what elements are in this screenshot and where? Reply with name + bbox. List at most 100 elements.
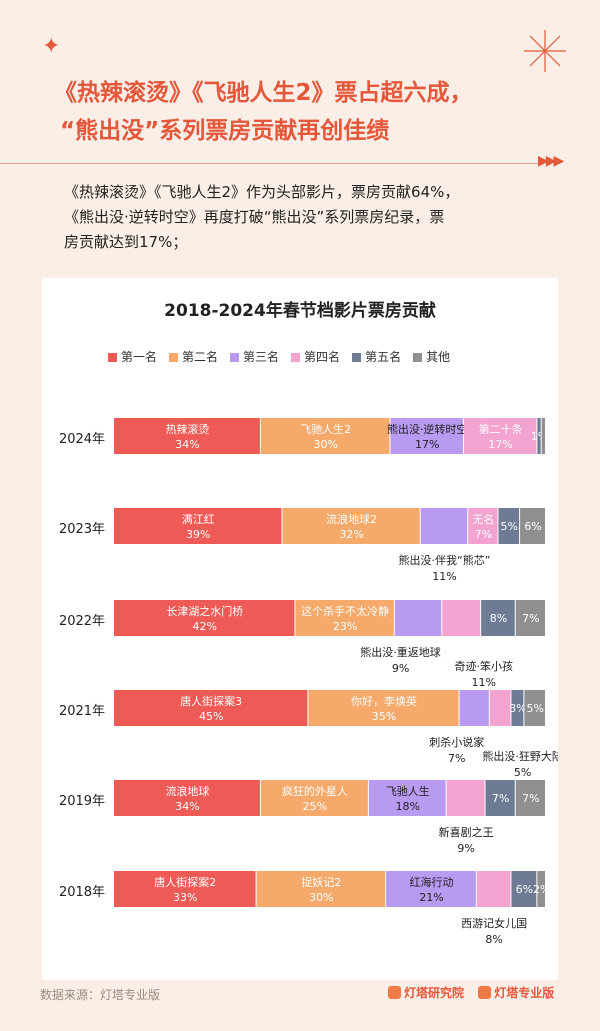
firework-icon: [524, 30, 566, 72]
year-label: 2023年: [58, 522, 106, 537]
bar-segment: [459, 690, 489, 726]
legend-item: 第四名: [291, 348, 340, 365]
bar-segment: [394, 600, 442, 636]
segment-value-label: 7%: [522, 792, 539, 805]
segment-name-label: 西游记女儿国: [461, 916, 527, 930]
segment-value-label: 17%: [415, 438, 439, 451]
legend-label: 第一名: [121, 350, 158, 364]
segment-value-label: 7%: [522, 612, 539, 625]
bar-segment: [541, 418, 545, 454]
logo-pro: 灯塔专业版: [478, 986, 554, 1000]
bar-segment: [468, 508, 498, 544]
segment-name-label: 熊出没·逆转时空: [387, 422, 468, 436]
segment-name-label: 飞驰人生2: [300, 422, 351, 436]
segment-value-label: 23%: [333, 620, 357, 633]
segment-name-label: 你好，李焕英: [351, 694, 417, 708]
segment-name-label: 唐人街探案3: [180, 694, 242, 708]
segment-value-label: 33%: [173, 891, 197, 904]
bar-segment: [481, 600, 515, 636]
segment-value-label: 5%: [501, 520, 518, 533]
intro-line-1: 《热辣滚烫》《飞驰人生2》作为头部影片，票房贡献64%，: [64, 183, 460, 201]
bar-segment: [463, 418, 537, 454]
logo-pro-text: 灯塔专业版: [494, 986, 555, 1000]
segment-value-label: 35%: [372, 710, 396, 723]
intro-line-3: 房贡献达到17%；: [64, 233, 188, 251]
intro-text: 《热辣滚烫》《飞驰人生2》作为头部影片，票房贡献64%， 《熊出没·逆转时空》再…: [64, 180, 564, 255]
segment-value-label: 9%: [457, 842, 474, 855]
bar-segment: [520, 508, 545, 544]
segment-name-label: 长津湖之水门桥: [166, 604, 243, 618]
segment-name-label: 刺杀小说家: [429, 735, 484, 749]
bar-segment: [114, 780, 260, 816]
segment-name-label: 疯狂的外星人: [282, 784, 348, 798]
legend-item: 其他: [413, 348, 450, 365]
legend-label: 第三名: [243, 350, 280, 364]
legend-label: 其他: [426, 350, 451, 364]
bar-segment: [489, 690, 511, 726]
lighthouse-logo-icon: [388, 986, 401, 999]
data-source: 数据来源：灯塔专业版: [40, 988, 161, 1002]
segment-value-label: 5%: [526, 702, 543, 715]
segment-name-label: 熊出没·重返地球: [360, 645, 441, 659]
segment-value-label: 39%: [186, 528, 210, 541]
legend-item: 第五名: [352, 348, 401, 365]
bar-segment: [390, 418, 463, 454]
legend-swatch: [108, 353, 117, 362]
segment-name-label: 飞驰人生: [386, 784, 430, 798]
segment-value-label: 7%: [448, 752, 465, 765]
segment-value-label: 8%: [490, 612, 507, 625]
logo-research: 灯塔研究院: [388, 986, 464, 1000]
segment-value-label: 9%: [392, 662, 409, 675]
legend-swatch: [230, 353, 240, 362]
segment-value-label: 3%: [509, 702, 526, 715]
logos: 灯塔研究院 灯塔专业版: [378, 984, 554, 1001]
legend-swatch: [169, 353, 179, 362]
segment-name-label: 熊出没·狂野大陆: [482, 749, 558, 763]
bar-segment: [498, 508, 520, 544]
segment-value-label: 11%: [472, 676, 496, 689]
year-label: 2018年: [58, 885, 106, 900]
legend-swatch: [291, 353, 301, 362]
segment-value-label: 17%: [488, 438, 512, 451]
segment-name-label: 红海行动: [410, 875, 454, 889]
intro-line-2: 《熊出没·逆转时空》再度打破“熊出没”系列票房纪录，票: [64, 208, 445, 226]
bar-segment: [386, 871, 476, 907]
stacked-bar-chart: 热辣滚烫 34% 飞驰人生2 30% 熊出没·逆转时空 17% 第二十条 17% 1% 满江红 39…: [114, 418, 558, 946]
legend-swatch: [413, 353, 423, 362]
segment-value-label: 30%: [309, 891, 333, 904]
segment-name-label: 第二十条: [479, 422, 523, 436]
bar-segment: [476, 871, 511, 907]
segment-name-label: 无名: [472, 512, 494, 526]
segment-name-label: 新喜剧之王: [439, 825, 494, 839]
segment-value-label: 32%: [339, 528, 363, 541]
segment-name-label: 奇迹·笨小孩: [455, 659, 514, 673]
legend-item: 第一名: [108, 348, 157, 365]
logo-research-text: 灯塔研究院: [404, 986, 465, 1000]
bar-segment: [420, 508, 468, 544]
bar-segment: [256, 871, 386, 907]
segment-value-label: 34%: [175, 438, 199, 451]
headline-line-2: “熊出没”系列票房贡献再创佳绩: [60, 118, 390, 144]
bar-segment: [114, 418, 260, 454]
bar-segment: [537, 418, 541, 454]
bar-segment: [114, 600, 295, 636]
segment-value-label: 5%: [514, 766, 531, 779]
bar-segment: [446, 780, 485, 816]
segment-value-label: 45%: [199, 710, 223, 723]
legend-label: 第五名: [365, 350, 402, 364]
segment-value-label: 30%: [313, 438, 337, 451]
bar-segment: [114, 690, 308, 726]
chart-title: 2018-2024年春节档影片票房贡献: [164, 301, 436, 321]
segment-value-label: 6%: [516, 883, 533, 896]
segment-value-label: 21%: [419, 891, 443, 904]
segment-value-label: 7%: [492, 792, 509, 805]
segment-name-label: 唐人街探案2: [154, 875, 216, 889]
segment-name-label: 熊出没·伴我“熊芯”: [399, 553, 491, 567]
bar-segment: [511, 690, 524, 726]
segment-value-label: 25%: [303, 800, 327, 813]
legend-item: 第三名: [230, 348, 279, 365]
bar-segment: [114, 871, 256, 907]
bar-segment: [485, 780, 515, 816]
year-label: 2024年: [58, 432, 106, 447]
segment-value-label: 34%: [175, 800, 199, 813]
